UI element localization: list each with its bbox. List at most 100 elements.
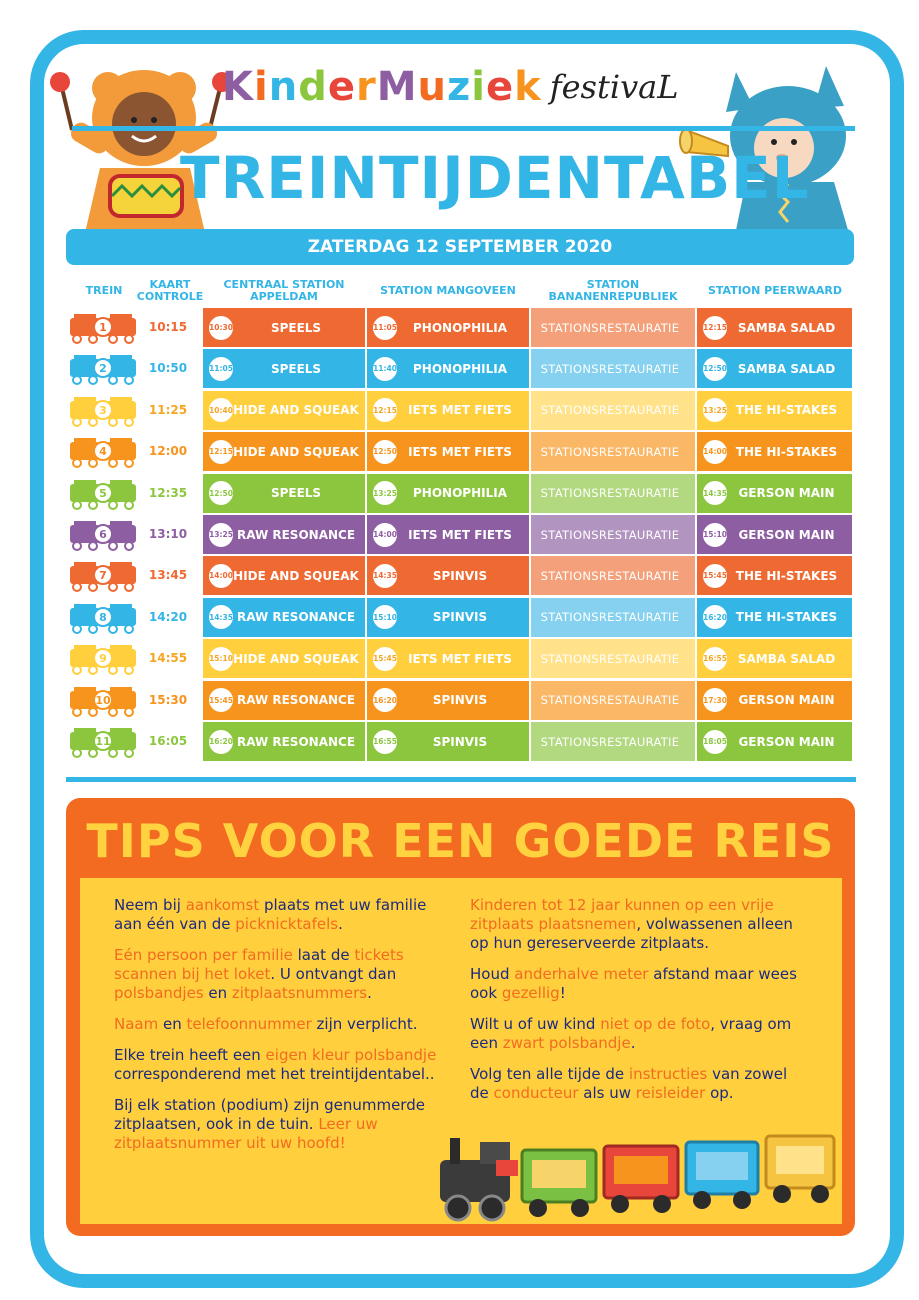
performance-time: 16:20 <box>703 605 727 630</box>
tip-text: conducteur <box>493 1084 579 1102</box>
performance-time: 11:40 <box>373 356 397 381</box>
performance-name: SPINVIS <box>432 734 488 749</box>
tip-text: als uw <box>578 1084 636 1102</box>
table-row: 1 10:15 10:30 SPEELS 11:05 PHONOPHILIA STATION… <box>66 308 854 347</box>
performance-time: 18:05 <box>703 729 727 754</box>
cell-mangoveen: 14:00 IETS MET FIETS <box>367 515 529 554</box>
performance-name: STATIONSRESTAURATIE <box>540 403 680 418</box>
tip-paragraph: Volg ten alle tijde de instructies van z… <box>470 1065 810 1103</box>
tips-content: Neem bij aankomst plaats met uw familie … <box>80 878 842 1224</box>
performance-name: STATIONSRESTAURATIE <box>540 320 680 335</box>
steam-train-illustration <box>440 1134 836 1222</box>
header-kaart-controle: KAART CONTROLE <box>136 278 204 303</box>
table-row: 7 13:45 14:00 HIDE AND SQUEAK 14:35 SPINVIS ST… <box>66 556 854 596</box>
performance-time: 17:30 <box>703 688 727 713</box>
performance-time: 15:45 <box>373 646 397 671</box>
cell-bananenrepubliek: STATIONSRESTAURATIE <box>531 515 695 554</box>
cell-bananenrepubliek: STATIONSRESTAURATIE <box>531 432 695 472</box>
performance-time: 11:05 <box>373 315 397 340</box>
header-trein: TREIN <box>85 284 123 297</box>
cell-peerwaard: 12:50 SAMBA SALAD <box>697 349 852 389</box>
date-banner: ZATERDAG 12 SEPTEMBER 2020 <box>66 229 854 265</box>
logo-letter: K <box>222 64 254 110</box>
tip-paragraph: Eén persoon per familie laat de tickets … <box>114 946 444 1003</box>
performance-name: IETS MET FIETS <box>408 527 512 542</box>
header-station-mangoveen: STATION MANGOVEEN <box>380 284 516 297</box>
performance-time: 14:35 <box>373 563 397 588</box>
performance-name: HIDE AND SQUEAK <box>233 651 359 666</box>
tip-paragraph: Houd anderhalve meter afstand maar wees … <box>470 965 810 1003</box>
logo-letter: u <box>417 64 448 110</box>
cell-peerwaard: 13:25 THE HI-STAKES <box>697 390 852 430</box>
performance-name: RAW RESONANCE <box>236 610 356 625</box>
cell-appeldam: 12:15 HIDE AND SQUEAK <box>203 432 365 472</box>
cell-mangoveen: 15:45 IETS MET FIETS <box>367 639 529 679</box>
performance-name: STATIONSRESTAURATIE <box>540 361 680 376</box>
kaart-controle-time: 13:10 <box>148 527 188 541</box>
kaart-controle-time: 10:15 <box>148 320 188 334</box>
middle-divider <box>66 777 856 782</box>
tip-text: telefoonnummer <box>186 1015 312 1033</box>
cell-peerwaard: 17:30 GERSON MAIN <box>697 680 852 720</box>
tip-text: Naam <box>114 1015 159 1033</box>
performance-name: GERSON MAIN <box>738 486 835 501</box>
performance-time: 10:40 <box>209 398 233 423</box>
tip-text: zwart polsbandje <box>502 1034 631 1052</box>
performance-time: 12:50 <box>209 481 233 506</box>
cell-peerwaard: 14:35 GERSON MAIN <box>697 473 852 513</box>
performance-name: SPINVIS <box>432 610 488 625</box>
performance-name: PHONOPHILIA <box>413 320 507 335</box>
performance-time: 15:10 <box>703 522 727 547</box>
cell-appeldam: 14:35 RAW RESONANCE <box>203 597 365 637</box>
train-number: 6 <box>99 528 107 541</box>
cell-mangoveen: 13:25 PHONOPHILIA <box>367 473 529 513</box>
kaart-controle-time: 11:25 <box>148 402 188 417</box>
tip-text: anderhalve meter <box>514 965 649 983</box>
performance-time: 14:35 <box>703 481 727 506</box>
cell-appeldam: 10:30 SPEELS <box>203 308 365 347</box>
cell-bananenrepubliek: STATIONSRESTAURATIE <box>531 722 695 761</box>
performance-name: STATIONSRESTAURATIE <box>540 693 680 708</box>
table-row: 3 11:25 10:40 HIDE AND SQUEAK 12:15 IETS MET … <box>66 390 854 430</box>
kaart-controle-time: 16:05 <box>148 734 188 748</box>
tip-text: gezellig <box>501 984 560 1002</box>
cell-bananenrepubliek: STATIONSRESTAURATIE <box>531 597 695 637</box>
tip-text: aankomst <box>185 896 260 914</box>
table-row: 9 14:55 15:10 HIDE AND SQUEAK 15:45 IETS MET … <box>66 639 854 679</box>
performance-name: SPINVIS <box>432 568 488 583</box>
logo-wordmark: KinderMuziek <box>222 67 542 107</box>
train-number: 3 <box>99 404 107 417</box>
cell-bananenrepubliek: STATIONSRESTAURATIE <box>531 556 695 596</box>
tip-text: , vraag om een <box>470 1015 792 1052</box>
cell-peerwaard: 16:20 THE HI-STAKES <box>697 597 852 637</box>
performance-name: RAW RESONANCE <box>236 734 356 749</box>
tip-text: zijn verplicht. <box>311 1015 418 1033</box>
tip-text: niet op de foto <box>600 1015 711 1033</box>
performance-time: 12:50 <box>373 439 397 464</box>
cell-peerwaard: 16:55 SAMBA SALAD <box>697 639 852 679</box>
train-number: 4 <box>99 445 107 458</box>
cell-mangoveen: 15:10 SPINVIS <box>367 597 529 637</box>
logo-festival-word: festivaL <box>549 68 679 106</box>
cell-bananenrepubliek: STATIONSRESTAURATIE <box>531 390 695 430</box>
tip-text: Bij elk station (podium) zijn genummerde… <box>114 1096 425 1133</box>
performance-time: 13:25 <box>209 522 233 547</box>
cell-appeldam: 13:25 RAW RESONANCE <box>203 515 365 554</box>
train-number: 2 <box>99 362 107 375</box>
performance-name: SPINVIS <box>432 693 488 708</box>
tip-text: corresponderend met het treintijdentabel… <box>114 1065 435 1083</box>
performance-time: 12:15 <box>209 439 233 464</box>
performance-name: HIDE AND SQUEAK <box>233 403 359 418</box>
performance-name: IETS MET FIETS <box>408 444 512 459</box>
train-icon: 5 <box>70 479 136 510</box>
tip-paragraph: Elke trein heeft een eigen kleur polsban… <box>114 1046 444 1084</box>
train-number: 7 <box>99 569 107 582</box>
logo-letter: n <box>268 64 299 110</box>
tips-panel: TIPS VOOR EEN GOEDE REIS Neem bij aankom… <box>66 798 855 1236</box>
tip-text: reisleider <box>635 1084 706 1102</box>
logo-letter: k <box>514 64 542 110</box>
table-row: 8 14:20 14:35 RAW RESONANCE 15:10 SPINVIS STAT… <box>66 597 854 637</box>
cat-mascot-illustration <box>679 66 848 230</box>
cell-appeldam: 12:50 SPEELS <box>203 473 365 513</box>
train-icon: 2 <box>70 355 136 386</box>
